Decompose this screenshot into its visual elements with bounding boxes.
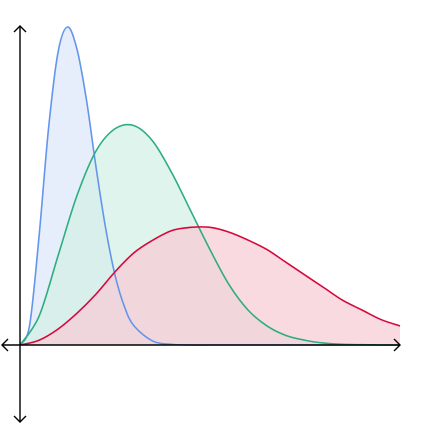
y-axis-up-arrow	[13, 25, 27, 33]
series-areas	[20, 26, 400, 346]
x-axis-left-arrow	[1, 338, 9, 352]
x-axis-right-arrow	[393, 338, 401, 352]
axes	[1, 25, 401, 423]
series-3-area	[20, 226, 400, 345]
series-2-line	[19, 123, 401, 346]
series-3-line	[19, 226, 401, 346]
y-axis-down-arrow	[13, 415, 27, 423]
